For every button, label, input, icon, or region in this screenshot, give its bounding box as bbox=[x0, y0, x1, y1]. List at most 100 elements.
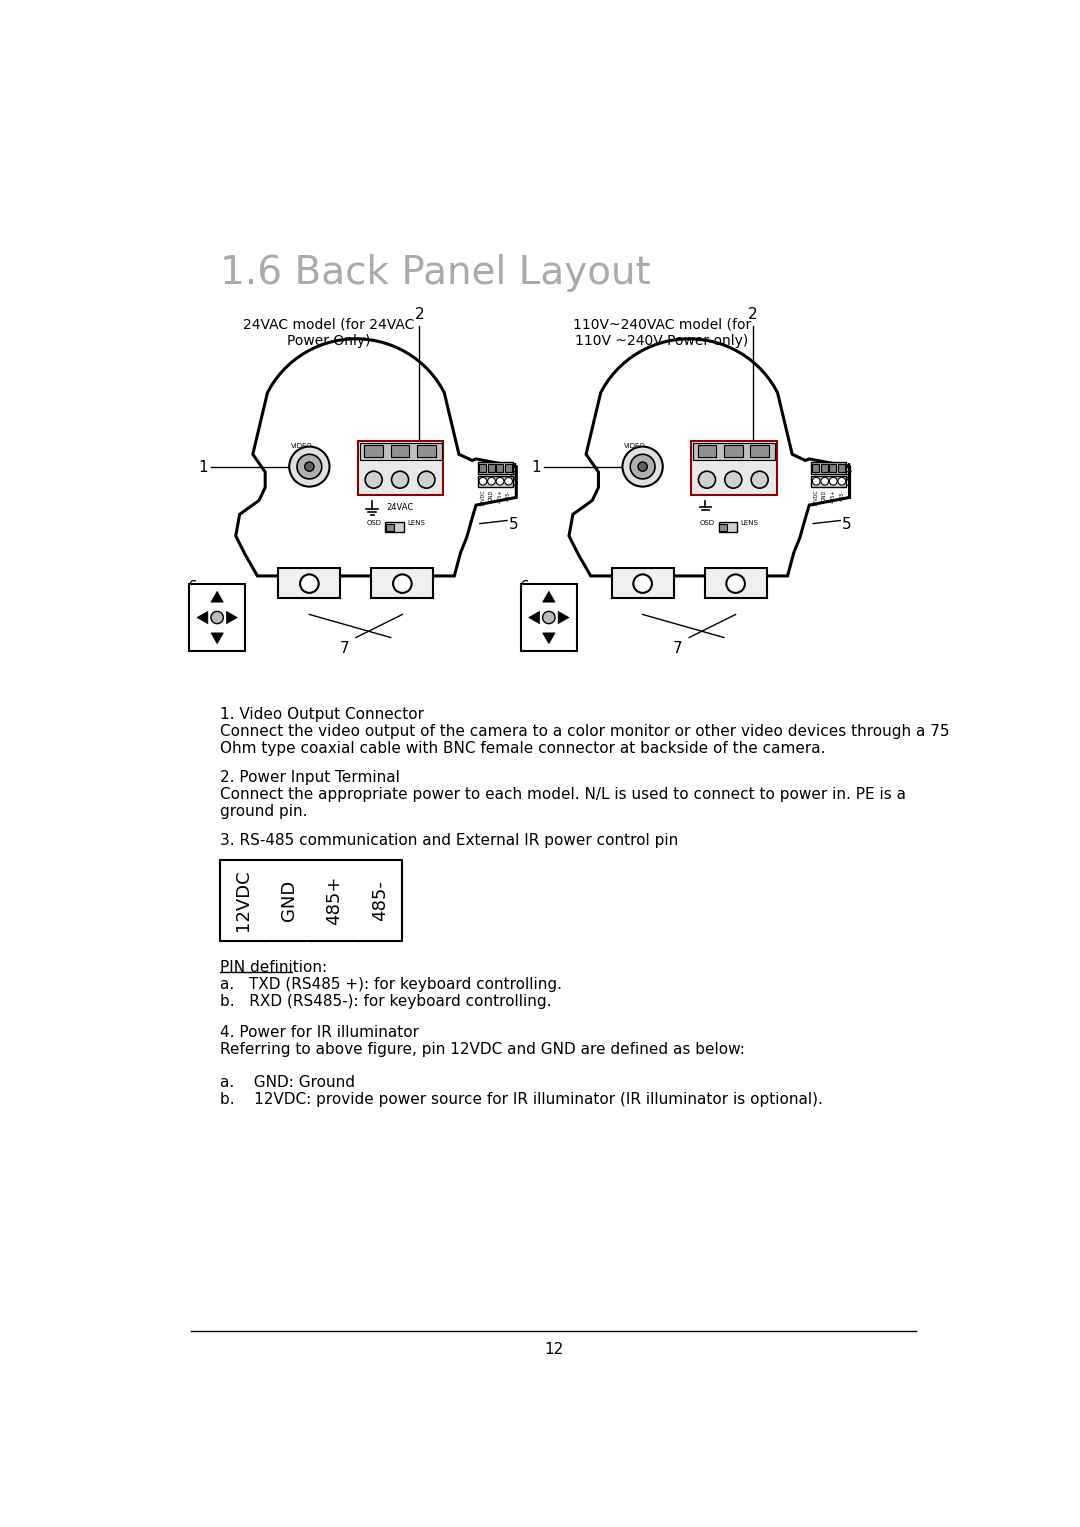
Bar bbox=[838, 464, 845, 472]
Text: 485-: 485- bbox=[507, 490, 511, 501]
Bar bbox=[364, 444, 383, 457]
Text: N: N bbox=[731, 444, 735, 450]
Text: 3: 3 bbox=[841, 475, 851, 489]
Text: 12VDC: 12VDC bbox=[813, 490, 819, 507]
Polygon shape bbox=[542, 591, 555, 602]
Circle shape bbox=[631, 454, 656, 479]
Text: 485+: 485+ bbox=[831, 490, 836, 504]
Circle shape bbox=[727, 574, 745, 592]
Text: 12VDC: 12VDC bbox=[481, 490, 486, 507]
Circle shape bbox=[289, 446, 329, 487]
Bar bbox=[359, 441, 444, 495]
Bar bbox=[360, 443, 442, 460]
Circle shape bbox=[821, 478, 828, 486]
Text: a.   TXD (RS485 +): for keyboard controlling.: a. TXD (RS485 +): for keyboard controlli… bbox=[220, 977, 563, 993]
Bar bbox=[724, 444, 743, 457]
Text: GND: GND bbox=[489, 490, 494, 501]
Text: 2. Power Input Terminal: 2. Power Input Terminal bbox=[220, 770, 400, 785]
Polygon shape bbox=[197, 611, 207, 623]
Circle shape bbox=[393, 574, 411, 592]
Text: 485+: 485+ bbox=[498, 490, 502, 504]
Text: LENS: LENS bbox=[740, 519, 758, 525]
Text: 4: 4 bbox=[509, 463, 518, 478]
Circle shape bbox=[638, 463, 647, 472]
Text: Referring to above figure, pin 12VDC and GND are defined as below:: Referring to above figure, pin 12VDC and… bbox=[220, 1041, 745, 1057]
Text: 1: 1 bbox=[199, 461, 208, 475]
Circle shape bbox=[300, 574, 319, 592]
Bar bbox=[821, 464, 828, 472]
Text: LENS: LENS bbox=[407, 519, 424, 525]
Text: 1: 1 bbox=[531, 461, 541, 475]
Bar bbox=[417, 444, 435, 457]
Circle shape bbox=[488, 478, 496, 486]
Circle shape bbox=[504, 478, 512, 486]
Text: 24VAC: 24VAC bbox=[387, 502, 414, 512]
Circle shape bbox=[392, 472, 408, 489]
Polygon shape bbox=[558, 611, 569, 623]
Bar bbox=[718, 522, 738, 531]
Text: Connect the appropriate power to each model. N/L is used to connect to power in.: Connect the appropriate power to each mo… bbox=[220, 786, 906, 820]
Polygon shape bbox=[542, 632, 555, 644]
Text: OSD: OSD bbox=[366, 519, 381, 525]
Text: OSD: OSD bbox=[700, 519, 715, 525]
Circle shape bbox=[305, 463, 314, 472]
Bar bbox=[829, 464, 836, 472]
Text: PE: PE bbox=[703, 444, 712, 450]
Text: VIDEO: VIDEO bbox=[624, 443, 646, 449]
Text: 24VAC model (for 24VAC
Power Only): 24VAC model (for 24VAC Power Only) bbox=[243, 318, 415, 348]
Circle shape bbox=[622, 446, 663, 487]
Circle shape bbox=[480, 478, 487, 486]
Polygon shape bbox=[704, 568, 767, 597]
Text: 6: 6 bbox=[188, 580, 198, 596]
Bar bbox=[693, 443, 775, 460]
Bar bbox=[477, 463, 513, 475]
Circle shape bbox=[633, 574, 652, 592]
Bar bbox=[751, 444, 769, 457]
Text: 3. RS-485 communication and External IR power control pin: 3. RS-485 communication and External IR … bbox=[220, 834, 678, 847]
Text: b.    12VDC: provide power source for IR illuminator (IR illuminator is optional: b. 12VDC: provide power source for IR il… bbox=[220, 1092, 823, 1107]
Text: L: L bbox=[758, 444, 761, 450]
Text: Connect the video output of the camera to a color monitor or other video devices: Connect the video output of the camera t… bbox=[220, 724, 949, 756]
Circle shape bbox=[829, 478, 837, 486]
Bar bbox=[220, 860, 403, 941]
Polygon shape bbox=[372, 568, 433, 597]
Bar bbox=[719, 524, 727, 530]
Text: 110V~240VAC model (for
110V ~240V Power only): 110V~240VAC model (for 110V ~240V Power … bbox=[572, 318, 751, 348]
Bar bbox=[691, 441, 777, 495]
Text: 1. Video Output Connector: 1. Video Output Connector bbox=[220, 707, 424, 722]
Text: b.   RXD (RS485-): for keyboard controlling.: b. RXD (RS485-): for keyboard controllin… bbox=[220, 994, 552, 1009]
Bar bbox=[811, 476, 847, 487]
Circle shape bbox=[297, 454, 322, 479]
Bar bbox=[504, 464, 512, 472]
Circle shape bbox=[699, 472, 715, 489]
Circle shape bbox=[542, 611, 555, 623]
Text: GND: GND bbox=[280, 880, 298, 921]
Text: 4: 4 bbox=[841, 463, 851, 478]
Bar bbox=[477, 476, 513, 487]
Text: 485+: 485+ bbox=[325, 876, 343, 925]
Bar bbox=[521, 583, 577, 652]
Circle shape bbox=[365, 472, 382, 489]
Circle shape bbox=[838, 478, 846, 486]
Polygon shape bbox=[211, 591, 224, 602]
Polygon shape bbox=[569, 339, 850, 576]
Circle shape bbox=[418, 472, 435, 489]
Circle shape bbox=[211, 611, 224, 623]
Bar bbox=[698, 444, 716, 457]
Text: 5: 5 bbox=[509, 518, 518, 533]
Text: 5: 5 bbox=[841, 518, 851, 533]
Circle shape bbox=[751, 472, 768, 489]
Circle shape bbox=[812, 478, 820, 486]
Polygon shape bbox=[279, 568, 340, 597]
Text: 3: 3 bbox=[509, 475, 518, 489]
Text: 485-: 485- bbox=[370, 880, 389, 921]
Text: 12: 12 bbox=[544, 1342, 563, 1358]
Text: GND: GND bbox=[822, 490, 827, 501]
Text: 2: 2 bbox=[748, 307, 758, 322]
Polygon shape bbox=[611, 568, 674, 597]
Text: a.    GND: Ground: a. GND: Ground bbox=[220, 1075, 355, 1090]
Text: VIDEO: VIDEO bbox=[291, 443, 312, 449]
Polygon shape bbox=[211, 632, 224, 644]
Circle shape bbox=[725, 472, 742, 489]
Bar bbox=[811, 463, 847, 475]
